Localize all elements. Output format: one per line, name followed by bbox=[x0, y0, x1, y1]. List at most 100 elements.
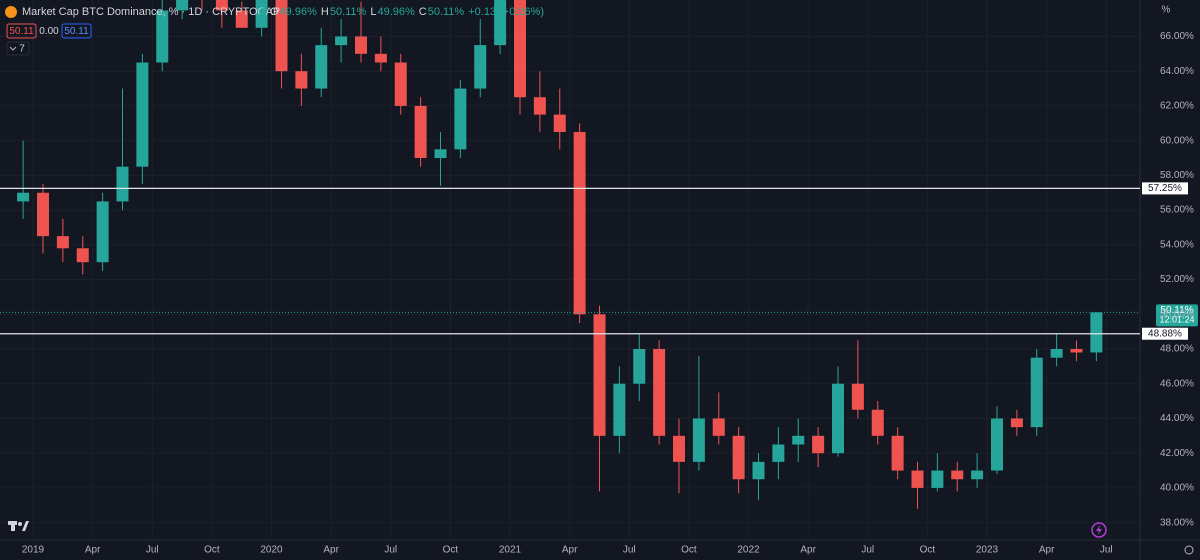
candle-body bbox=[971, 470, 984, 480]
candle bbox=[812, 427, 825, 468]
y-tick-label: 48.00% bbox=[1160, 344, 1194, 355]
candle bbox=[991, 406, 1003, 475]
y-tick-label: 64.00% bbox=[1160, 66, 1194, 77]
candle bbox=[335, 19, 348, 63]
candle bbox=[633, 333, 646, 402]
candle bbox=[1070, 340, 1083, 362]
candle-body bbox=[712, 418, 725, 436]
ohlc-value: 49.96% bbox=[377, 6, 415, 18]
sell-box[interactable] bbox=[6, 23, 37, 39]
candle-body bbox=[394, 62, 407, 106]
candle-body bbox=[792, 435, 805, 445]
candle-body bbox=[871, 409, 884, 436]
y-tick-label: 52.00% bbox=[1160, 274, 1194, 285]
ohlc-value: 50.11% bbox=[330, 6, 367, 18]
candle bbox=[235, 1, 248, 28]
candle-body bbox=[434, 149, 447, 159]
y-tick-label: 50.00% bbox=[1160, 309, 1194, 320]
candle-body bbox=[533, 97, 546, 115]
candle-body bbox=[355, 36, 367, 54]
ohlc-value: 49.96% bbox=[280, 6, 318, 18]
line-price-label: 57.25% bbox=[1148, 183, 1182, 194]
overlay: 57.25% 48.88% 50.11%12:01:24 bbox=[0, 182, 1198, 340]
buy-box[interactable] bbox=[61, 23, 92, 39]
candle-body bbox=[812, 435, 825, 454]
y-tick-label: 38.00% bbox=[1160, 517, 1194, 528]
x-tick-label: 2021 bbox=[499, 545, 522, 556]
candle-body bbox=[633, 349, 646, 384]
candle-body bbox=[613, 383, 626, 436]
candle-body bbox=[96, 201, 109, 263]
grid bbox=[0, 0, 1140, 540]
chevron-icon bbox=[9, 46, 17, 51]
candle bbox=[394, 53, 407, 115]
x-tick-label: Apr bbox=[800, 545, 816, 556]
ohlc-key: C bbox=[419, 6, 427, 18]
candle bbox=[911, 461, 924, 509]
candle-body bbox=[653, 349, 666, 436]
indicator-count[interactable]: 7 bbox=[19, 44, 25, 55]
candle-body bbox=[136, 62, 149, 167]
ohlc-key: O bbox=[270, 6, 279, 18]
x-tick-label: Apr bbox=[1039, 545, 1055, 556]
settings-icon[interactable] bbox=[1184, 545, 1194, 555]
candle-body bbox=[37, 192, 49, 237]
candle bbox=[454, 79, 467, 159]
sell-price[interactable]: 50.11 bbox=[9, 26, 34, 37]
candle bbox=[871, 401, 884, 445]
candle bbox=[136, 53, 149, 185]
candle-body bbox=[951, 470, 964, 480]
x-tick-label: Apr bbox=[323, 545, 339, 556]
candle-body bbox=[176, 0, 189, 11]
x-tick-label: 2020 bbox=[260, 545, 283, 556]
candle-body bbox=[832, 383, 844, 454]
ohlc-key: H bbox=[321, 6, 329, 18]
candle-body bbox=[374, 53, 387, 63]
x-tick-label: Jul bbox=[623, 545, 636, 556]
candle bbox=[553, 88, 566, 150]
candle-body bbox=[991, 418, 1003, 471]
y-tick-label: 58.00% bbox=[1160, 170, 1194, 181]
candle bbox=[752, 453, 765, 501]
candle bbox=[1050, 333, 1063, 367]
candle bbox=[951, 461, 964, 492]
btc-icon bbox=[5, 6, 17, 18]
candle-body bbox=[911, 470, 924, 488]
candle bbox=[613, 366, 626, 454]
candle bbox=[96, 192, 109, 271]
candles bbox=[17, 0, 1103, 509]
candle-body bbox=[1090, 312, 1103, 353]
candle-body bbox=[1050, 349, 1063, 358]
candle-body bbox=[931, 470, 944, 488]
candle bbox=[434, 131, 447, 186]
candle-body bbox=[116, 166, 129, 202]
candle bbox=[712, 392, 725, 445]
candle bbox=[315, 27, 328, 98]
y-tick-label: 42.00% bbox=[1160, 448, 1194, 459]
indicators-toggle[interactable] bbox=[6, 41, 30, 56]
candle bbox=[37, 184, 49, 254]
candle bbox=[56, 218, 69, 263]
line-price-label: 48.88% bbox=[1148, 328, 1182, 339]
status-dot bbox=[259, 8, 267, 16]
lightning-icon[interactable] bbox=[1091, 522, 1107, 538]
candle-body bbox=[1070, 349, 1083, 353]
candle bbox=[851, 340, 864, 419]
unit-label: % bbox=[1162, 5, 1171, 16]
candle bbox=[593, 305, 606, 492]
candle-body bbox=[752, 461, 765, 480]
candle bbox=[514, 0, 526, 115]
ohlc-key: L bbox=[370, 6, 376, 18]
candle-body bbox=[56, 236, 69, 249]
x-tick-label: Jul bbox=[1100, 545, 1113, 556]
candle bbox=[295, 53, 308, 106]
candle-body bbox=[692, 418, 705, 462]
buy-price[interactable]: 50.11 bbox=[64, 26, 89, 37]
candle-body bbox=[851, 383, 864, 410]
candle bbox=[116, 88, 129, 211]
candle bbox=[176, 0, 189, 20]
candle-body bbox=[17, 192, 30, 202]
y-tick-label: 62.00% bbox=[1160, 101, 1194, 112]
